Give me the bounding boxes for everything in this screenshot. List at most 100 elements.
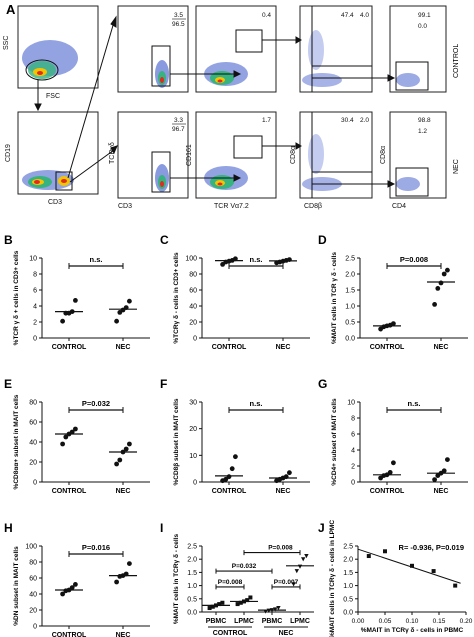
- y-tick-label: 0.5: [187, 596, 197, 603]
- panel-letter: D: [318, 233, 327, 247]
- data-point: [235, 602, 240, 607]
- panel-j: J 0.0 0.5 1.0 1.5 2.0 2.5 %MAIT cells in TCRγ δ…: [318, 520, 473, 637]
- axis-cd19: CD19: [5, 144, 12, 162]
- category-label: PBMC: [206, 618, 227, 625]
- y-tick-label: 20: [189, 320, 197, 327]
- category-label: CONTROL: [370, 488, 405, 495]
- significance-label: n.s.: [90, 255, 103, 264]
- y-axis-label: %TCRγ δ - cells in CD3+ cells: [173, 252, 180, 344]
- data-point: [114, 461, 119, 467]
- y-tick-label: 0.0: [187, 610, 197, 617]
- axis-cd8a-2: CD8α: [380, 146, 387, 164]
- panel-letter: H: [4, 521, 13, 535]
- y-tick-label: 40: [29, 592, 37, 599]
- data-point: [69, 429, 75, 435]
- y-tick-label: 2: [33, 320, 37, 327]
- gate-control-cd8b-b: 4.0: [360, 12, 369, 19]
- x-tick-label: 0.15: [433, 618, 446, 625]
- panel-h: H 0 20 40 60 80 100 %DN subset in MAIT cells CON…: [4, 521, 150, 637]
- category-label: NEC: [116, 344, 131, 351]
- y-tick-label: 0: [193, 480, 197, 487]
- gate-control-tcr-bot: 96.5: [172, 21, 185, 28]
- y-tick-label: 80: [29, 560, 37, 567]
- y-axis-label: %DN subset in MAIT cells: [13, 546, 20, 626]
- y-tick-label: 2: [351, 464, 355, 471]
- panel-g: G 0 2 4 6 8 10 %CD4+ subset of MAIT cells CONTRO…: [318, 377, 468, 495]
- panel-letter: B: [4, 233, 13, 247]
- significance-label: n.s.: [408, 399, 421, 408]
- gate-control-cd8b-a: 47.4: [341, 12, 354, 19]
- plot-control-tcrgd: [117, 5, 189, 93]
- x-tick-label: 0.10: [406, 618, 419, 625]
- regression-line: [357, 548, 461, 584]
- data-point: [233, 454, 238, 460]
- data-point: [114, 579, 119, 585]
- y-tick-label: 0.5: [343, 596, 353, 603]
- correlation-annotation: R= -0.936, P=0.019: [399, 543, 464, 552]
- y-tick-label: 4: [351, 448, 355, 455]
- y-tick-label: 8: [33, 272, 37, 279]
- category-label: CONTROL: [52, 344, 87, 351]
- y-tick-label: 60: [29, 420, 37, 427]
- y-tick-label: 0: [193, 336, 197, 343]
- significance-label: P=0.032: [232, 563, 257, 570]
- data-point: [445, 457, 450, 462]
- data-point: [391, 460, 396, 466]
- data-point: [248, 595, 253, 600]
- category-label: NEC: [276, 488, 291, 495]
- y-tick-label: 10: [189, 453, 197, 460]
- axis-cd8a-1: CD8α: [290, 146, 297, 164]
- y-tick-label: 2.5: [187, 544, 197, 551]
- data-point: [366, 554, 371, 559]
- panel-letter: J: [318, 521, 325, 535]
- category-label: LPMC: [290, 618, 310, 625]
- data-point: [287, 470, 292, 476]
- data-point: [233, 256, 238, 262]
- y-tick-label: 40: [189, 304, 197, 311]
- panel-letter: G: [318, 377, 327, 391]
- y-tick-label: 40: [29, 440, 37, 447]
- data-point: [126, 561, 132, 566]
- plot-nec-tcrgd: [117, 111, 189, 199]
- axis-tcrva: TCR Vα7.2: [214, 203, 249, 210]
- data-point: [431, 569, 436, 574]
- category-label: CONTROL: [212, 344, 247, 351]
- y-tick-label: 80: [189, 272, 197, 279]
- y-tick-label: 4: [33, 304, 37, 311]
- data-point: [60, 318, 65, 324]
- y-axis-label: %CD8β subset in MAIT cells: [173, 398, 180, 485]
- x-tick-label: 0.00: [352, 618, 365, 625]
- y-axis-label: %MAIT cells in TCRγ δ - cells in LPMC: [329, 520, 336, 637]
- category-label: CONTROL: [212, 488, 247, 495]
- y-tick-label: 2.0: [187, 557, 197, 564]
- y-tick-label: 1.0: [187, 583, 197, 590]
- category-label: NEC: [116, 632, 131, 637]
- group-label: CONTROL: [213, 630, 248, 637]
- gate-control-cd4-b: 0.0: [418, 23, 427, 30]
- data-point: [438, 280, 444, 286]
- gate-nec-tcr-bot: 96.7: [172, 126, 185, 133]
- y-tick-label: 0: [351, 480, 355, 487]
- y-axis-label: %CD8αα+ subset in MAIT cells: [13, 394, 20, 489]
- data-point: [410, 563, 414, 568]
- category-label: NEC: [434, 488, 449, 495]
- data-point: [445, 267, 450, 273]
- data-point: [126, 298, 132, 304]
- significance-label: n.s.: [250, 255, 263, 264]
- y-tick-label: 1.0: [343, 583, 353, 590]
- y-tick-label: 10: [29, 256, 37, 263]
- category-label: LPMC: [234, 618, 254, 625]
- data-point: [73, 426, 78, 432]
- data-point: [114, 318, 119, 324]
- gate-control-tcr-top: 3.5: [174, 12, 183, 19]
- data-point: [229, 466, 235, 472]
- gate-control-mait: 0.4: [262, 12, 271, 19]
- panel-letter: C: [160, 233, 169, 247]
- scatter-panels: B 0 2 4 6 8 10 %TCR γ δ + cells in CD3+ cells CO…: [4, 233, 473, 637]
- y-tick-label: 30: [189, 400, 197, 407]
- y-tick-label: 60: [29, 576, 37, 583]
- data-point: [210, 604, 215, 609]
- data-point: [453, 583, 458, 588]
- y-tick-label: 20: [29, 608, 37, 615]
- data-point: [301, 557, 306, 562]
